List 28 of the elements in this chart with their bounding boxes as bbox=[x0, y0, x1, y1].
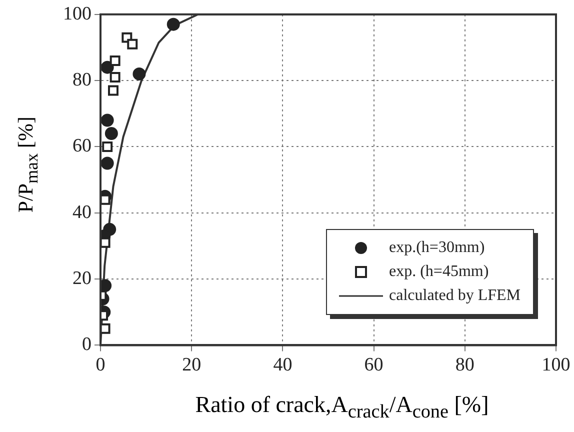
point bbox=[102, 141, 113, 152]
point bbox=[132, 67, 146, 80]
point bbox=[108, 85, 118, 96]
point bbox=[100, 114, 114, 127]
y-tick-label: 20 bbox=[72, 268, 92, 290]
x-tick-label: 100 bbox=[542, 354, 570, 376]
point bbox=[104, 126, 118, 140]
y-tick-label: 60 bbox=[72, 136, 92, 157]
y-tick-label: 0 bbox=[82, 334, 92, 356]
x-tick-label: 80 bbox=[455, 354, 474, 376]
x-axis-title: Ratio of crack,A$_{crack}$/A$_{cone}$ [%] bbox=[194, 392, 490, 424]
point bbox=[166, 18, 180, 31]
legend-label: exp. (h=45mm) bbox=[389, 263, 489, 282]
point bbox=[100, 237, 110, 248]
legend-label: calculated by LFEM bbox=[389, 287, 521, 306]
point bbox=[100, 156, 114, 170]
legend-label: exp.(h=30mm) bbox=[389, 239, 485, 258]
x-tick-label: 60 bbox=[364, 354, 384, 376]
point bbox=[127, 38, 138, 50]
point bbox=[110, 55, 120, 66]
y-tick-label: 40 bbox=[72, 202, 92, 223]
x-tick-label: 0 bbox=[96, 354, 106, 376]
x-tick-label: 40 bbox=[273, 354, 292, 376]
y-tick-label: 100 bbox=[63, 3, 92, 24]
point bbox=[110, 72, 120, 82]
x-tick-label: 20 bbox=[182, 354, 202, 376]
point bbox=[100, 323, 110, 334]
y-tick-label: 80 bbox=[72, 70, 92, 91]
